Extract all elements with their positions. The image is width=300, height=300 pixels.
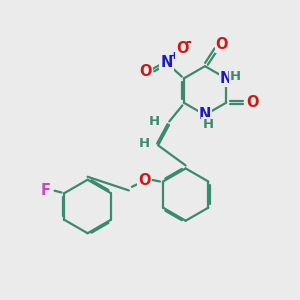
Text: O: O (246, 95, 259, 110)
Text: -: - (186, 34, 192, 49)
Text: N: N (160, 56, 173, 70)
Text: H: H (202, 118, 214, 131)
Text: N: N (199, 107, 211, 122)
Text: H: H (149, 115, 160, 128)
Text: H: H (230, 70, 241, 83)
Text: H: H (139, 137, 150, 150)
Text: +: + (169, 51, 178, 62)
Text: N: N (220, 71, 232, 86)
Text: O: O (216, 37, 228, 52)
Text: O: O (138, 172, 151, 188)
Text: O: O (176, 40, 188, 56)
Text: F: F (41, 183, 51, 198)
Text: O: O (140, 64, 152, 79)
